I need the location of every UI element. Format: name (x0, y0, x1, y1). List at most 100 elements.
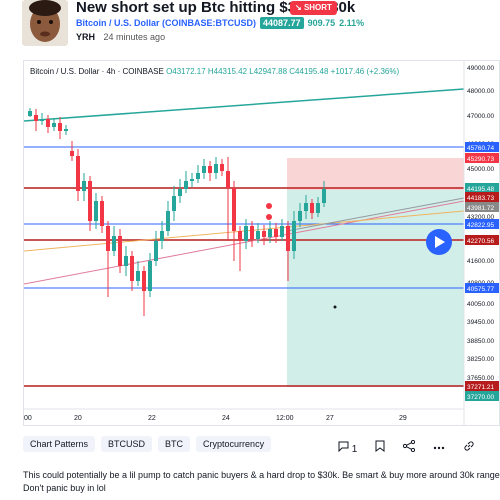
marker-dot (333, 305, 337, 309)
trend-line-pink (24, 200, 465, 285)
play-icon (435, 236, 445, 248)
candle-body (76, 156, 80, 191)
share-icon (403, 439, 416, 453)
time-axis-ticks: 00 20 22 24 12:00 27 29 (24, 415, 407, 422)
price-label-bg (465, 391, 499, 401)
candle-body (136, 271, 140, 281)
idea-title[interactable]: New short set up Btc hitting $37k -$30k (76, 0, 356, 16)
candle-body (322, 189, 326, 203)
more-button[interactable] (433, 442, 445, 453)
candle-body (310, 203, 314, 213)
candle-body (34, 115, 38, 121)
time-tick: 20 (74, 415, 82, 422)
symbol-link[interactable]: Bitcoin / U.S. Dollar (COINBASE:BTCUSD) (76, 18, 257, 28)
more-icon (434, 446, 445, 450)
short-badge-label: SHORT (303, 3, 332, 12)
price-label-bg (465, 202, 499, 212)
candle-body (262, 231, 266, 237)
marker-dot (266, 203, 272, 209)
time-tick: 27 (326, 415, 334, 422)
author-row: YRH 24 minutes ago (76, 32, 165, 42)
candle-body (298, 211, 302, 221)
legend-ohlc: O43172.17 H44315.42 L42947.88 C44195.48 … (166, 67, 400, 76)
symbol-row: Bitcoin / U.S. Dollar (COINBASE:BTCUSD) … (76, 17, 364, 29)
time-tick: 22 (148, 415, 156, 422)
short-badge: ↘ SHORT (290, 1, 337, 15)
link-icon (464, 441, 474, 451)
comment-icon (338, 441, 349, 455)
price-label: 42270.56 (467, 238, 494, 245)
price-tick: 48000.00 (467, 88, 494, 95)
candle-body (100, 201, 104, 226)
price-axis-labels: 45760.74 45290.73 44195.48 44183.73 43981.72… (465, 142, 499, 401)
tag-chart-patterns[interactable]: Chart Patterns (23, 436, 96, 452)
marker-dot (266, 214, 272, 220)
candle-body (184, 181, 188, 189)
idea-description: This could potentially be a lil pump to … (23, 470, 500, 493)
price-label: 45290.73 (467, 156, 494, 163)
price-label: 42822.95 (467, 222, 494, 229)
price-label-bg (465, 153, 499, 163)
change-percent: 2.11% (339, 18, 365, 28)
candles (28, 108, 326, 316)
share-button[interactable] (403, 439, 416, 455)
price-tick: 43200.00 (467, 214, 494, 221)
candle-body (244, 226, 248, 241)
time-tick: 29 (399, 415, 407, 422)
candle-body (214, 164, 218, 173)
candle-body (208, 166, 212, 173)
price-label: 40575.77 (467, 286, 494, 293)
price-label: 44183.73 (467, 195, 494, 202)
price-tick: 38850.00 (467, 338, 494, 345)
price-tick: 38250.00 (467, 356, 494, 363)
tag-btcusd[interactable]: BTCUSD (101, 436, 153, 452)
candle-body (154, 241, 158, 261)
price-label-bg (465, 183, 499, 193)
price-tick: 49000.00 (467, 65, 494, 72)
candle-body (94, 201, 98, 221)
price-label-bg (465, 283, 499, 293)
price-tick: 40050.00 (467, 301, 494, 308)
chart-canvas[interactable]: 49000.0048000.0047000.0046000.0045000.00… (24, 61, 500, 426)
author-avatar[interactable] (22, 0, 68, 46)
candle-body (178, 189, 182, 196)
price-label: 43981.72 (467, 205, 494, 212)
trend-down-icon: ↘ (295, 3, 304, 12)
price-label-bg (465, 192, 499, 202)
price-label: 37270.00 (467, 394, 494, 401)
candle-body (64, 129, 68, 131)
candle-body (220, 164, 224, 171)
candle-body (280, 226, 284, 237)
candle-body (70, 151, 74, 156)
comment-count: 1 (351, 443, 358, 455)
price-tick: 37650.00 (467, 375, 494, 382)
trend-line-gray (286, 197, 465, 232)
author-name[interactable]: YRH (76, 32, 96, 42)
candle-body (316, 203, 320, 213)
candle-body (256, 231, 260, 239)
candle-body (232, 188, 236, 231)
tag-cryptocurrency[interactable]: Cryptocurrency (196, 436, 272, 452)
price-tick: 39450.00 (467, 319, 494, 326)
price-label-bg (465, 381, 499, 391)
time-tick: 12:00 (276, 415, 294, 422)
candle-body (106, 226, 110, 251)
comments-button[interactable]: 1 (338, 441, 357, 455)
candle-body (304, 203, 308, 211)
chart-legend: Bitcoin / U.S. Dollar · 4h · COINBASE O4… (30, 67, 400, 76)
tag-list: Chart Patterns BTCUSD BTC Cryptocurrency (23, 436, 272, 452)
price-pill: 44087.77 (260, 17, 304, 29)
price-label: 44195.48 (467, 186, 494, 193)
link-button[interactable] (463, 440, 475, 455)
candle-body (40, 119, 44, 121)
chart-area[interactable]: 49000.0048000.0047000.0046000.0045000.00… (23, 60, 500, 426)
candle-body (238, 231, 242, 241)
candle-body (226, 171, 230, 188)
bookmark-button[interactable] (375, 440, 385, 455)
candle-body (142, 271, 146, 291)
candle-body (160, 231, 164, 241)
legend-exchange: COINBASE (122, 67, 164, 76)
tag-btc[interactable]: BTC (158, 436, 191, 452)
change-absolute: 909.75 (307, 18, 336, 28)
time-tick: 24 (222, 415, 230, 422)
